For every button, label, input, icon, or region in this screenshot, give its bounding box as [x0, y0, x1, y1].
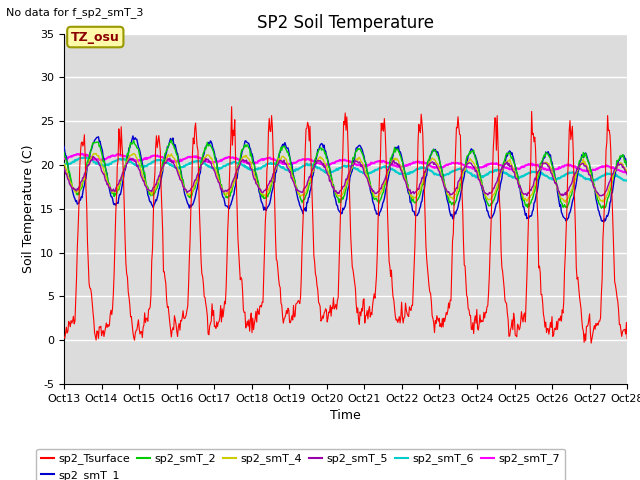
Y-axis label: Soil Temperature (C): Soil Temperature (C)	[22, 144, 35, 273]
X-axis label: Time: Time	[330, 409, 361, 422]
Text: No data for f_sp2_smT_3: No data for f_sp2_smT_3	[6, 7, 144, 18]
Legend: sp2_Tsurface, sp2_smT_1, sp2_smT_2, sp2_smT_4, sp2_smT_5, sp2_smT_6, sp2_smT_7: sp2_Tsurface, sp2_smT_1, sp2_smT_2, sp2_…	[36, 449, 565, 480]
Text: TZ_osu: TZ_osu	[71, 31, 120, 44]
Title: SP2 Soil Temperature: SP2 Soil Temperature	[257, 14, 434, 32]
